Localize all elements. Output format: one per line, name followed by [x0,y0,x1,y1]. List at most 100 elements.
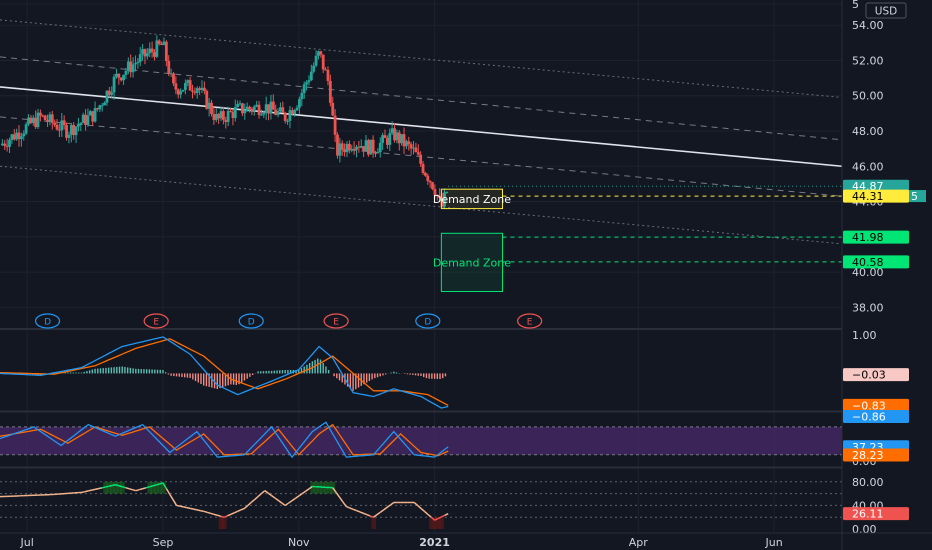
rsi-line-segment [247,501,252,506]
rsi-line-segment [111,484,116,487]
candle-body [164,41,168,62]
candle-body [397,132,401,144]
demand-zones[interactable]: Demand Zone Demand Zone [433,185,842,292]
rsi-line-segment [284,502,290,507]
candle-body [198,88,202,90]
candle-body [136,61,140,64]
candle-body [188,80,192,91]
rsi-line-segment [149,485,153,488]
candle-body [195,88,199,93]
time-tick-2: Nov [288,536,310,549]
rsi-oversold-shade [371,517,376,530]
candle-body [31,117,35,123]
event-marker-d-2[interactable] [238,313,264,329]
candle-body [117,73,121,78]
candle-body [383,135,387,138]
candle-body [419,154,423,164]
candle-body [357,146,361,148]
candle-body [169,73,173,75]
event-marker-d-4[interactable] [415,313,441,329]
price-label-1-bg [843,189,909,203]
event-letter-4: D [424,318,431,328]
candle-body [150,48,154,53]
candle-body [281,107,285,113]
rsi-line-segment [105,485,109,488]
candle-body [96,108,99,110]
rsi-line-segment [230,512,235,515]
candle-body [112,76,116,93]
candle-body [364,140,368,152]
candle-body [0,143,4,146]
rsi-label-0: 26.11 [852,508,884,521]
rsi-line-segment [243,504,249,509]
candle-body [262,112,266,115]
candle-body [174,83,178,90]
rsi-line-segment [427,513,432,518]
candle-body [338,143,342,156]
candle-body [138,54,142,62]
rsi-line-segment [128,487,133,491]
rsi-line-segment [349,507,354,510]
stoch-label-1-bg [843,448,909,462]
candle-body [395,132,399,141]
candle-body [46,119,49,122]
trend-line-solid-0[interactable] [0,86,843,168]
macd-label-2: −0.86 [852,411,886,424]
time-axis[interactable]: Jul Sep Nov 2021 Apr Jun [0,532,932,549]
demand-zone-box-1[interactable] [440,232,503,292]
candle-body [39,112,42,116]
candle-body [41,115,45,117]
candle-body [407,141,411,145]
event-marker-e-3[interactable] [323,313,349,329]
price-tick-8: 40.00 [852,266,884,279]
demand-zone-box-0[interactable] [440,188,503,210]
rsi-overbought-shade [313,481,319,494]
candle-body [340,143,344,150]
candle-body [8,139,11,147]
trend-line-dotted-4[interactable] [0,165,843,245]
candle-body [29,117,33,123]
candle-body [421,163,425,174]
trend-line-dashed-1[interactable] [0,56,843,141]
currency-badge[interactable] [865,2,907,19]
event-marker-e-5[interactable] [517,313,543,329]
event-marker-e-1[interactable] [143,313,169,329]
candle-body [307,80,311,83]
candle-body [257,104,261,115]
event-marker-d-0[interactable] [34,313,61,329]
rsi-line-segment [366,513,371,517]
rsi-pane [0,481,842,530]
rsi-line-segment [203,510,208,514]
rsi-oversold-shade [432,517,438,530]
trend-line-dotted-3[interactable] [0,19,843,98]
rsi-line-segment [363,512,367,516]
event-letter-0: D [44,318,51,328]
price-axis[interactable]: 554.0052.0050.0048.0046.0044.0042.0040.0… [841,0,932,550]
candle-body [319,51,323,55]
rsi-overbought-shade [154,481,159,494]
price-label-2-bg [843,230,909,244]
candle-body [271,101,275,110]
candle-body [122,74,125,81]
rsi-line-segment [369,515,374,518]
candles [0,35,449,209]
price-tick-9: 38.00 [852,301,884,314]
candle-body [5,145,9,147]
candle-body [355,146,358,150]
candle-body [321,54,325,70]
candle-body [435,194,439,196]
rsi-overbought-shade [160,481,166,494]
stochastic-band [0,426,842,455]
candle-body [245,106,249,112]
candle-body [143,49,147,57]
candle-body [336,134,339,156]
candle-body [414,147,418,153]
rsi-line-segment [135,488,140,492]
candle-body [88,111,92,116]
candle-body [279,107,282,112]
rsi-line-segment [91,488,96,491]
rsi-line-segment [233,510,238,514]
